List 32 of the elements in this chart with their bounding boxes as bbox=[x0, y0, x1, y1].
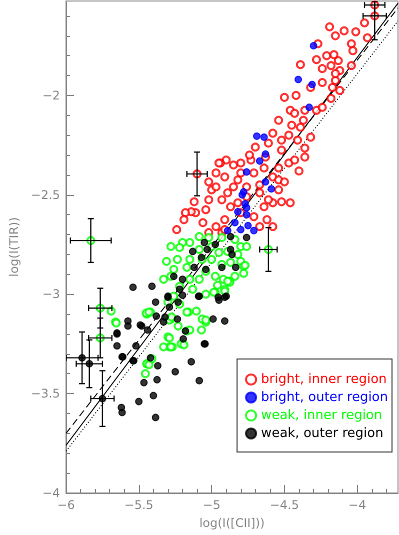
point bbox=[294, 76, 302, 84]
point bbox=[242, 204, 250, 212]
point bbox=[262, 178, 270, 186]
point bbox=[237, 226, 245, 234]
x-tick-label: −5.5 bbox=[124, 498, 154, 512]
x-tick-label: −4.5 bbox=[270, 498, 300, 512]
point bbox=[224, 226, 232, 234]
y-tick-label: −2.5 bbox=[30, 188, 60, 202]
point bbox=[244, 222, 252, 230]
x-axis-title: log(I([CII])) bbox=[199, 516, 265, 530]
x-tick-label: −6 bbox=[57, 498, 75, 512]
point bbox=[253, 132, 261, 140]
point bbox=[260, 133, 268, 141]
y-tick-label: −3.5 bbox=[30, 386, 60, 401]
x-tick-label: −4 bbox=[348, 498, 366, 512]
point bbox=[231, 218, 239, 226]
point bbox=[256, 157, 264, 165]
legend-label: bright, inner region bbox=[261, 372, 387, 387]
y-axis-title: log(I(TIR)) bbox=[7, 217, 21, 277]
point bbox=[242, 210, 250, 218]
point bbox=[262, 150, 270, 158]
legend-label: bright, outer region bbox=[261, 390, 388, 405]
legend-label: weak, inner region bbox=[261, 408, 382, 423]
point bbox=[234, 208, 242, 216]
x-tick-label: −5 bbox=[202, 498, 220, 512]
y-tick-label: −2 bbox=[42, 88, 60, 102]
point bbox=[268, 185, 276, 193]
legend-label: weak, outer region bbox=[261, 426, 384, 441]
y-tick-label: −3 bbox=[42, 287, 60, 302]
point bbox=[308, 80, 316, 88]
y-tick-label: −4 bbox=[42, 486, 60, 500]
point bbox=[250, 226, 258, 234]
